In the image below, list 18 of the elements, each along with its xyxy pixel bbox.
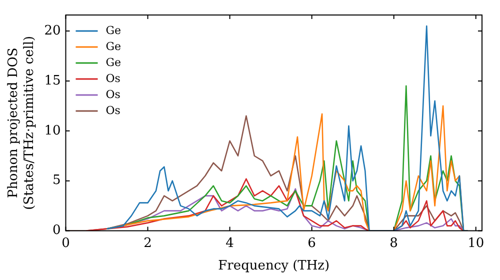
x-tick-label: 6 (308, 236, 316, 251)
y-tick-label: 10 (44, 123, 61, 138)
y-tick-label: 15 (44, 73, 61, 88)
x-tick-label: 8 (390, 236, 398, 251)
legend-label: Ge (106, 56, 122, 69)
y-tick-label: 5 (52, 173, 61, 188)
y-axis-title: Phonon projected DOS (States/THz·primitive cell) (6, 36, 37, 210)
y-tick-label: 20 (44, 23, 61, 38)
x-tick-label: 10 (468, 236, 484, 251)
x-axis-title: Frequency (THz) (218, 258, 330, 274)
legend-label: Os (106, 72, 121, 85)
legend-label: Ge (106, 40, 122, 53)
x-tick-label: 4 (226, 236, 234, 251)
legend-label: Ge (106, 24, 122, 37)
legend-label: Os (106, 88, 121, 101)
y-tick-label: 0 (52, 223, 61, 238)
x-tick-label: 2 (144, 236, 152, 251)
legend-label: Os (106, 104, 121, 117)
